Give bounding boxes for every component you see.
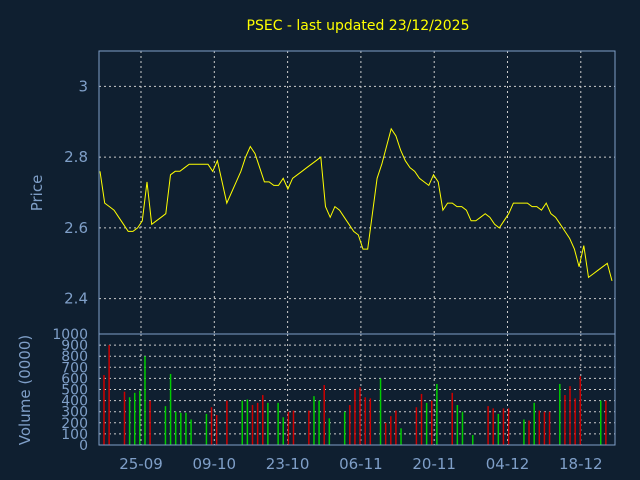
x-tick-label: 06-11 bbox=[339, 455, 383, 473]
x-tick-label: 18-12 bbox=[559, 455, 603, 473]
volume-tick-label: 500 bbox=[61, 383, 88, 399]
x-tick-label: 09-10 bbox=[193, 455, 237, 473]
price-tick-label: 2.4 bbox=[64, 290, 88, 308]
volume-tick-label: 600 bbox=[61, 371, 88, 387]
x-tick-label: 20-11 bbox=[412, 455, 456, 473]
price-tick-label: 3 bbox=[78, 77, 88, 95]
volume-axis-label: Volume (0000) bbox=[16, 335, 34, 445]
volume-tick-label: 900 bbox=[61, 338, 88, 354]
x-tick-label: 04-12 bbox=[486, 455, 530, 473]
volume-tick-label: 400 bbox=[61, 394, 88, 410]
price-panel-frame bbox=[98, 50, 616, 335]
price-tick-label: 2.6 bbox=[64, 219, 88, 237]
x-axis: 25-09 09-10 23-10 06-11 20-11 04-12 18-12 bbox=[119, 455, 602, 473]
volume-bars bbox=[103, 345, 607, 445]
price-tick-label: 2.8 bbox=[64, 148, 88, 166]
volume-tick-label: 700 bbox=[61, 360, 88, 376]
volume-tick-label: 800 bbox=[61, 349, 88, 365]
price-y-axis: 2.4 2.6 2.8 3 bbox=[64, 77, 88, 307]
volume-tick-label: 0 bbox=[79, 438, 88, 454]
volume-tick-label: 300 bbox=[61, 405, 88, 421]
price-axis-label: Price bbox=[28, 175, 46, 212]
volume-tick-label: 200 bbox=[61, 416, 88, 432]
x-tick-label: 23-10 bbox=[266, 455, 310, 473]
x-tick-label: 25-09 bbox=[119, 455, 163, 473]
volume-tick-label: 1000 bbox=[52, 327, 88, 343]
price-line bbox=[99, 127, 613, 282]
volume-panel-frame bbox=[98, 333, 616, 446]
chart-title: PSEC - last updated 23/12/2025 bbox=[247, 18, 470, 34]
price-gridlines bbox=[99, 51, 615, 334]
volume-tick-label: 100 bbox=[61, 427, 88, 443]
